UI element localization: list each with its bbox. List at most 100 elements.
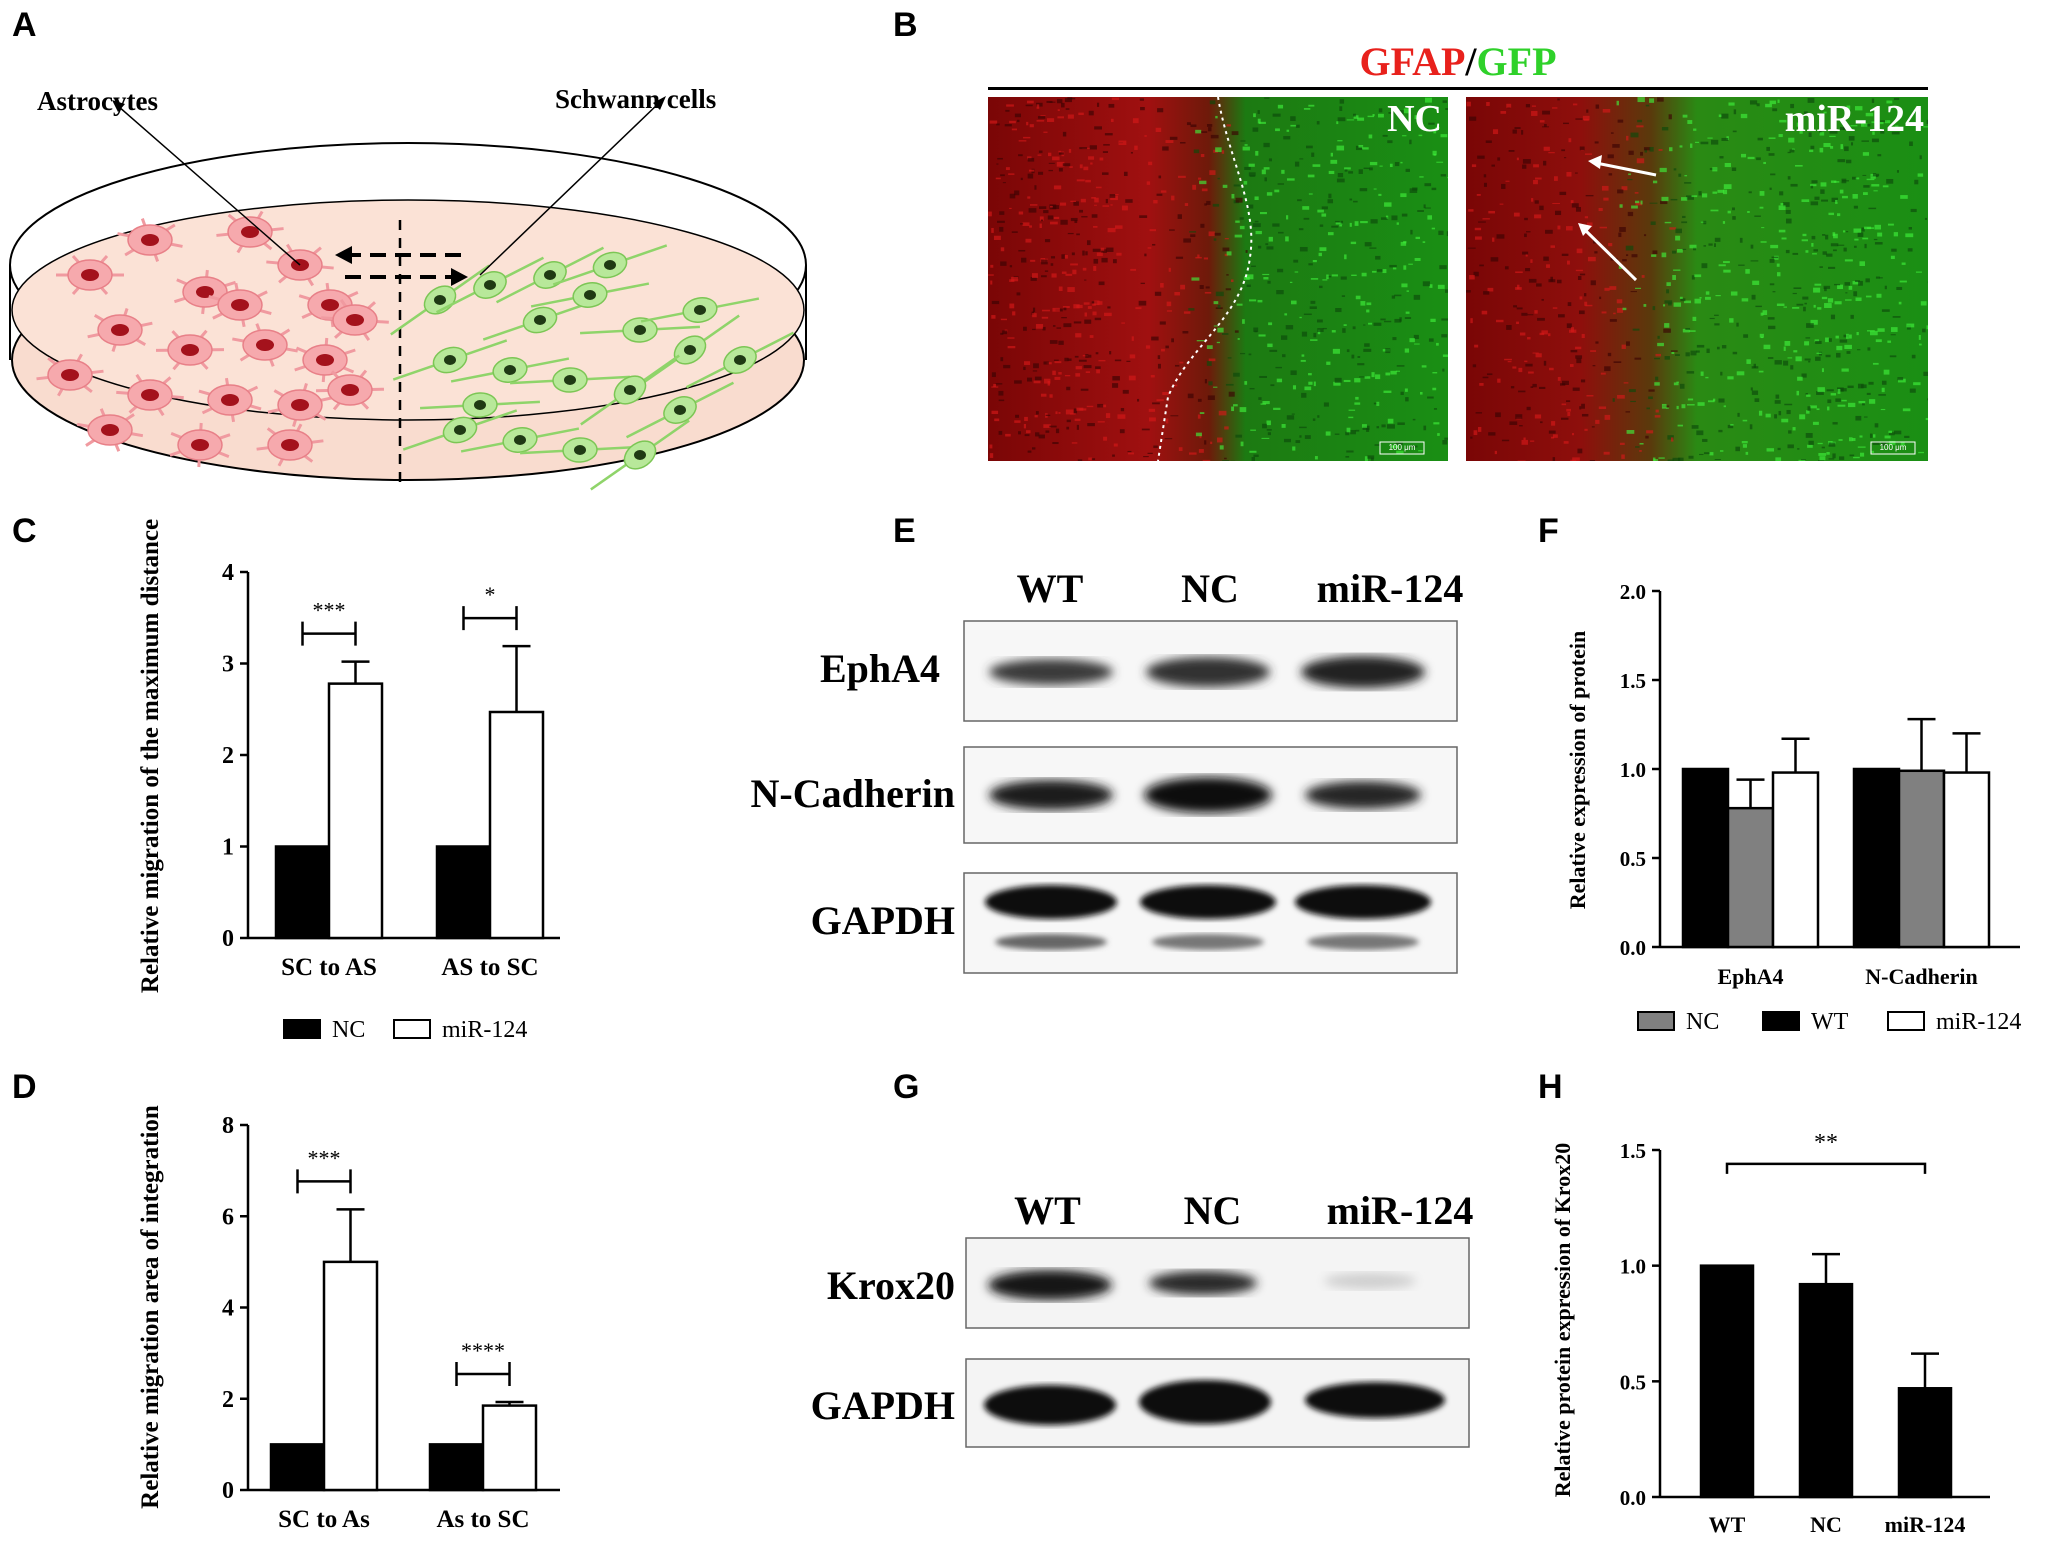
band-epha4-mir124 [1301,656,1425,688]
speckle [1863,416,1868,418]
speckle [1395,442,1403,445]
speckle [1769,283,1775,286]
speckle [1257,110,1260,114]
speckle [1411,445,1418,448]
speckle [1835,335,1839,339]
speckle [1125,199,1133,203]
speckle [1728,102,1735,106]
speckle [1078,112,1084,116]
band-gapdh-e-nc [1140,885,1276,919]
speckle [1777,99,1780,103]
gfp-label: GFP [1476,39,1557,84]
speckle [1049,394,1053,398]
y-axis-label: Relative expression of protein [1565,631,1590,909]
speckle [1362,425,1370,430]
speckle [1251,265,1256,267]
band-krox20-nc [1149,1271,1257,1295]
speckle [1923,126,1928,128]
speckle [1862,237,1869,240]
speckle [1681,404,1686,409]
speckle [1905,233,1914,238]
speckle [1844,344,1852,350]
speckle [1821,296,1828,300]
speckle [1056,327,1062,329]
speckle [1335,222,1343,225]
astrocyte-cell [116,373,184,417]
speckle [1551,421,1556,426]
speckle [1147,452,1153,454]
speckle [1664,221,1672,224]
y-tick-label: 0.5 [1620,847,1646,871]
speckle [1208,358,1216,362]
schwann-cell [685,331,795,389]
schwann-nucleus [544,270,556,280]
speckle [1710,139,1719,145]
speckle [1561,149,1566,152]
speckle [1793,287,1802,289]
speckle [1870,330,1878,336]
speckle [1190,124,1197,128]
speckle [1837,159,1846,163]
speckle [1807,97,1815,103]
speckle [1267,432,1271,436]
speckle [1531,110,1538,116]
speckle [1533,179,1538,185]
speckle [1382,134,1388,137]
speckle [1814,283,1822,286]
speckle [989,453,994,458]
speckle [1085,251,1088,256]
speckle [1571,203,1579,208]
speckle [1621,454,1625,459]
y-tick-label: 0.0 [1620,1486,1646,1510]
astrocyte-cell [155,329,225,371]
speckle [1311,152,1315,157]
speckle [1754,398,1760,402]
speckle [1839,339,1848,343]
speckle [1091,196,1096,199]
speckle [1534,310,1538,314]
speckle [1853,456,1860,459]
speckle [1747,156,1755,160]
mir124-image-label: miR-124 [1784,98,1924,140]
speckle [1852,281,1860,285]
speckle [1070,263,1078,266]
astrocyte-cell [56,254,124,296]
speckle [1231,193,1235,199]
speckle [1086,240,1091,246]
schwann-cell [530,282,650,308]
speckle [1290,300,1297,305]
speckle [1148,408,1156,412]
speckle [1073,304,1080,309]
speckle [1372,270,1377,273]
speckle [1672,275,1676,280]
speckle [1668,114,1672,120]
speckle [1541,298,1544,301]
speckle [1550,245,1556,248]
speckle [1829,135,1836,138]
speckle [1872,434,1876,438]
speckle [1050,205,1053,208]
speckle [1321,213,1327,217]
speckle [1444,437,1448,440]
astrocyte-cell [198,377,262,423]
speckle [1369,247,1377,249]
speckle [1763,161,1767,165]
speckle [1264,97,1270,99]
speckle [1387,140,1393,144]
speckle [1474,227,1482,231]
speckle [1730,424,1734,426]
speckle [1357,356,1361,358]
speckle [1866,330,1875,332]
speckle [1433,408,1438,410]
speckle [1796,122,1802,127]
speckle [1005,167,1010,171]
panel-label-d: D [12,1068,37,1106]
speckle [1682,248,1687,250]
speckle [1522,251,1529,255]
speckle [1244,166,1251,170]
band-krox20-wt [988,1270,1112,1300]
speckle [1694,298,1701,304]
speckle [1204,440,1207,445]
speckle [1355,396,1359,400]
speckle [1896,170,1900,173]
